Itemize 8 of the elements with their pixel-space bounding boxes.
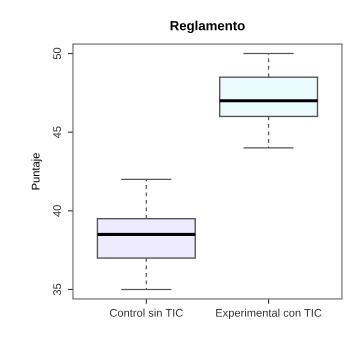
y-tick-label: 45	[53, 126, 62, 138]
x-tick-label: Experimental con TIC	[216, 308, 322, 319]
y-tick-label: 35	[53, 284, 62, 296]
y-axis-title: Puntaje	[31, 153, 42, 190]
y-tick-label: 50	[53, 48, 62, 60]
y-tick-label: 40	[53, 205, 62, 217]
x-tick-label: Control sin TIC	[110, 308, 183, 317]
chart-title: Reglamento	[170, 20, 245, 34]
